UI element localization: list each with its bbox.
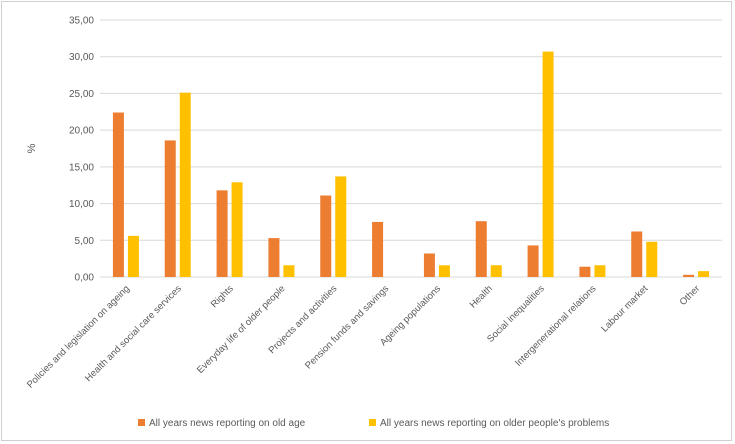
legend-label: All years news reporting on older people… [380, 418, 609, 429]
bar [164, 140, 176, 277]
y-axis-title: % [26, 143, 38, 153]
bar [179, 92, 191, 278]
bar [216, 190, 228, 277]
bar [268, 238, 280, 277]
bar [283, 265, 295, 277]
y-tick-label: 15,00 [69, 162, 94, 173]
x-category-label: Other [678, 283, 703, 308]
bar [372, 221, 384, 277]
bar [423, 253, 435, 277]
bar [527, 245, 539, 277]
y-tick-label: 20,00 [69, 126, 94, 137]
bar [438, 265, 450, 277]
x-category-label: Health and social care services [83, 283, 184, 384]
bar [231, 182, 243, 277]
bar [320, 195, 332, 277]
bar [631, 231, 643, 277]
legend-swatch [369, 419, 376, 426]
legend: All years news reporting on old age All y… [138, 418, 609, 429]
bar [490, 265, 502, 277]
x-axis-category-labels: Policies and legislation on ageingHealth… [25, 283, 702, 390]
bar [646, 241, 658, 277]
bar [683, 274, 695, 277]
bar [127, 235, 139, 277]
bar [475, 221, 487, 277]
x-category-label: Health [468, 283, 495, 310]
bar [335, 176, 347, 277]
x-category-label: Policies and legislation on ageing [25, 283, 132, 390]
x-category-label: Pension funds and savings [303, 283, 391, 371]
y-tick-label: 35,00 [69, 16, 94, 27]
y-tick-label: 10,00 [69, 199, 94, 210]
x-category-label: Everyday life of older people [195, 283, 288, 376]
bar [112, 112, 124, 278]
y-axis-ticks: 0,00 5,00 10,00 15,00 20,00 25,00 30,00 35,00 [69, 16, 94, 284]
bar [542, 51, 554, 278]
bars [112, 51, 710, 278]
x-category-label: Rights [209, 283, 236, 310]
legend-label: All years news reporting on old age [149, 418, 306, 429]
x-category-label: Labour market [599, 283, 650, 334]
bar [698, 271, 710, 277]
y-tick-label: 0,00 [75, 273, 95, 284]
gridlines [100, 19, 722, 241]
bar [594, 265, 606, 277]
y-tick-label: 5,00 [75, 236, 95, 247]
bar [579, 266, 591, 277]
y-tick-label: 30,00 [69, 52, 94, 63]
legend-swatch [138, 419, 145, 426]
y-tick-label: 25,00 [69, 89, 94, 100]
